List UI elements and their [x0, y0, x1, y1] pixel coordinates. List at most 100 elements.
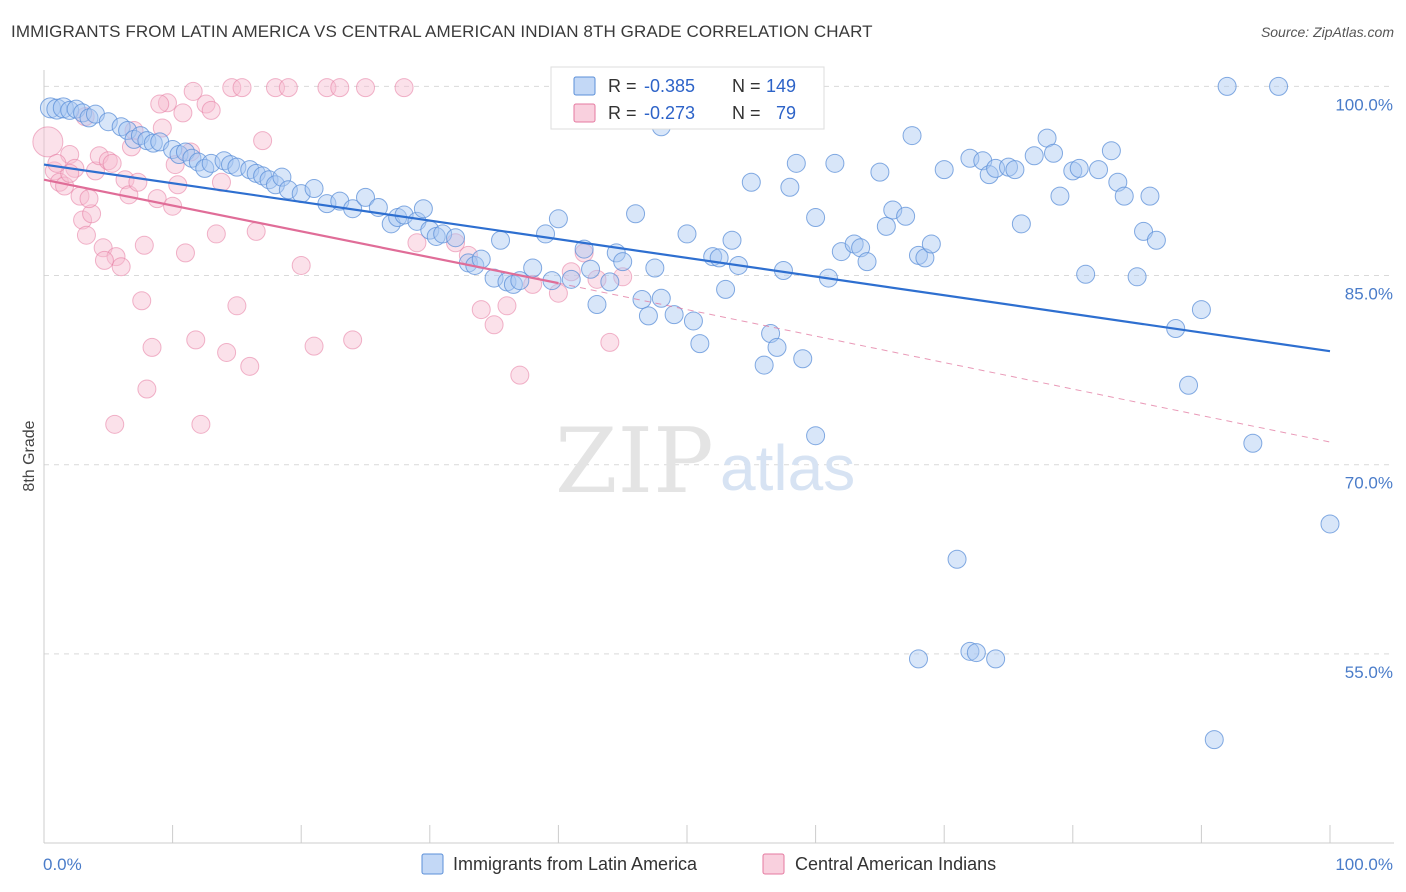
pink-point [111, 257, 131, 277]
x-tick-label-1: 100.0% [1335, 855, 1393, 874]
pink-point [150, 94, 170, 114]
legend-swatch-pink [573, 103, 596, 123]
pink-point [232, 78, 252, 98]
pink-point [206, 224, 226, 244]
blue-point [780, 177, 800, 197]
pink-point [102, 153, 122, 173]
pink-point [394, 78, 414, 98]
blue-point [960, 641, 980, 661]
blue-point [870, 162, 890, 182]
blue-point [1140, 186, 1160, 206]
blue-point [1146, 230, 1166, 250]
blue-point [651, 288, 671, 308]
pink-point [137, 379, 157, 399]
blue-point [851, 238, 871, 258]
legend-pink-n-value: 79 [776, 103, 796, 123]
blue-point [638, 306, 658, 326]
pink-point [548, 283, 568, 303]
pink-point [222, 78, 242, 98]
blue-point [722, 230, 742, 250]
blue-point [915, 248, 935, 268]
y-tick-label-0: 100.0% [1335, 95, 1393, 114]
blue-point [1114, 186, 1134, 206]
pink-point [105, 414, 125, 434]
pink-point [561, 262, 581, 282]
blue-point [754, 355, 774, 375]
legend-blue-n-label: N = [732, 76, 761, 96]
blue-point [716, 279, 736, 299]
watermark: ZIP atlas [555, 409, 855, 514]
pink-point [304, 336, 324, 356]
pink-point [152, 118, 172, 138]
blue-point [1127, 267, 1147, 287]
blue-point [1089, 160, 1109, 180]
blue-point [433, 224, 453, 244]
pink-point [183, 81, 203, 101]
blue-point [98, 112, 118, 132]
bottom-legend-swatch-pink [762, 853, 785, 875]
stats-legend: R = -0.385 N = 149 R = -0.273 N = 79 [550, 66, 825, 130]
blue-point [195, 158, 215, 178]
pink-point [32, 126, 64, 158]
y-tick-label-1: 85.0% [1345, 285, 1393, 304]
blue-point [1217, 76, 1237, 96]
stats-legend-box [550, 66, 825, 130]
pink-point [246, 221, 266, 241]
blue-point [934, 160, 954, 180]
pink-point [47, 153, 67, 173]
blue-point [111, 117, 131, 137]
blue-point [896, 206, 916, 226]
source-label: Source: ZipAtlas.com [1260, 24, 1394, 40]
legend-pink-r-label: R = [608, 103, 637, 123]
pink-point [497, 296, 517, 316]
blue-point [272, 167, 292, 187]
pink-point [201, 100, 221, 120]
blue-point [413, 199, 433, 219]
blue-point [1108, 172, 1128, 192]
blue-point [825, 153, 845, 173]
pink-point [227, 296, 247, 316]
legend-blue-r-label: R = [608, 76, 637, 96]
y-tick-label-3: 55.0% [1345, 663, 1393, 682]
blue-point [857, 252, 877, 272]
blue-point [902, 126, 922, 146]
blue-point [806, 208, 826, 228]
pink-point [165, 155, 185, 175]
blue-point [690, 334, 710, 354]
blue-point [626, 204, 646, 224]
y-tick-label-2: 70.0% [1345, 474, 1393, 493]
pink-point [132, 291, 152, 311]
blue-point [761, 324, 781, 344]
blue-point [581, 259, 601, 279]
pink-point [94, 250, 114, 270]
watermark-zip: ZIP [555, 409, 714, 514]
pink-point [186, 330, 206, 350]
pink-point [142, 337, 162, 357]
blue-point [356, 187, 375, 207]
pink-point [510, 365, 530, 385]
blue-point [986, 649, 1006, 669]
blue-point [1024, 146, 1044, 166]
pink-point [330, 78, 350, 98]
blue-point [876, 216, 896, 236]
blue-point [1069, 158, 1089, 178]
chart-title: IMMIGRANTS FROM LATIN AMERICA VS CENTRAL… [11, 22, 873, 41]
blue-point [1320, 514, 1340, 534]
pink-point [196, 94, 216, 114]
blue-point [683, 311, 703, 331]
pink-point [106, 247, 126, 267]
blue-point [600, 272, 620, 292]
blue-point [786, 153, 806, 173]
pink-point [157, 93, 177, 113]
blue-point [182, 148, 202, 168]
blue-point [446, 228, 466, 248]
tick-labels: 100.0% 85.0% 70.0% 55.0% 0.0% 100.0% [43, 95, 1393, 874]
pink-point [484, 315, 504, 335]
pink-point [240, 356, 260, 376]
pink-point [128, 172, 148, 192]
bottom-legend-swatch-blue [421, 853, 444, 875]
blue-point [741, 172, 761, 192]
pink-point [278, 78, 298, 98]
pink-point [175, 243, 195, 263]
blue-point [1101, 141, 1121, 161]
